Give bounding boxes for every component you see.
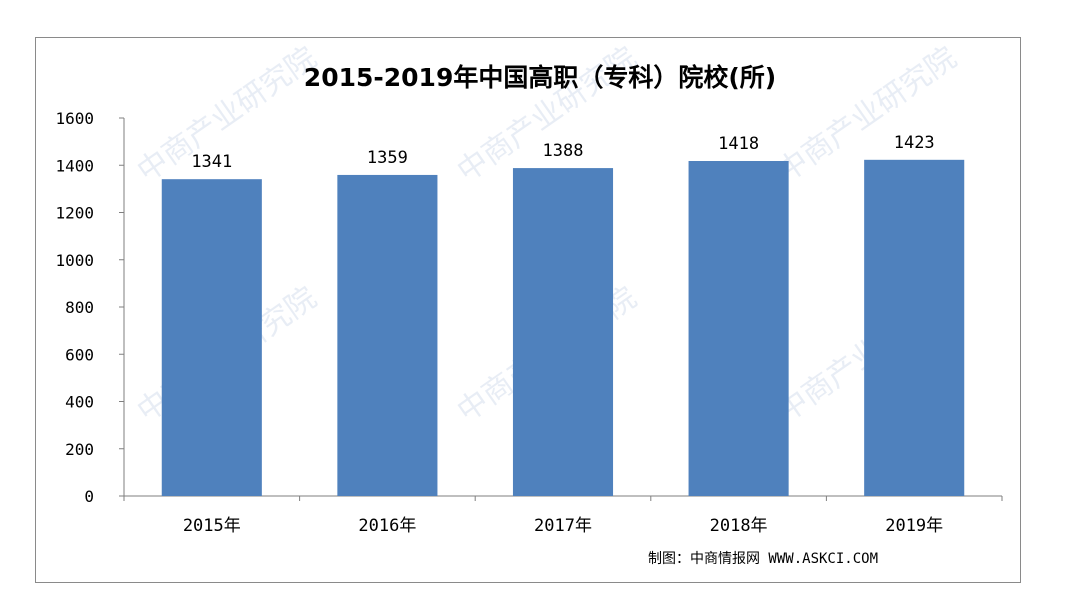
bars (161, 159, 965, 496)
bar (688, 160, 789, 496)
y-tick-label: 800 (65, 298, 94, 317)
x-axis: 2015年 2016年 2017年 2018年 2019年 (123, 495, 1003, 536)
x-tick-label: 2018年 (710, 516, 768, 536)
y-tick-label: 1400 (55, 156, 94, 175)
y-tick-label: 0 (84, 487, 94, 506)
data-labels: 1341 1359 1388 1418 1423 (191, 133, 934, 172)
y-tick-label: 400 (65, 393, 94, 412)
x-tick-label: 2016年 (358, 516, 416, 536)
data-label: 1418 (718, 134, 759, 154)
data-label: 1359 (367, 148, 408, 168)
y-tick-label: 200 (65, 440, 94, 459)
y-tick-label: 1200 (55, 204, 94, 223)
data-label: 1423 (894, 133, 935, 153)
y-axis: 0 200 400 600 800 1000 1200 1400 1600 (55, 109, 125, 506)
x-tick-label: 2017年 (534, 516, 592, 536)
y-tick-label: 1000 (55, 251, 94, 270)
x-tick-label: 2019年 (885, 516, 943, 536)
source-credit: 制图：中商情报网 WWW.ASKCI.COM (648, 551, 879, 567)
bar (337, 174, 438, 496)
data-label: 1341 (191, 152, 232, 172)
bar (864, 159, 965, 496)
x-tick-label: 2015年 (183, 516, 241, 536)
y-tick-label: 1600 (55, 109, 94, 128)
chart-title: 2015-2019年中国高职（专科）院校(所) (303, 63, 777, 92)
y-tick-label: 600 (65, 345, 94, 364)
bar (512, 168, 614, 496)
data-label: 1388 (543, 141, 584, 161)
bar (161, 179, 262, 496)
